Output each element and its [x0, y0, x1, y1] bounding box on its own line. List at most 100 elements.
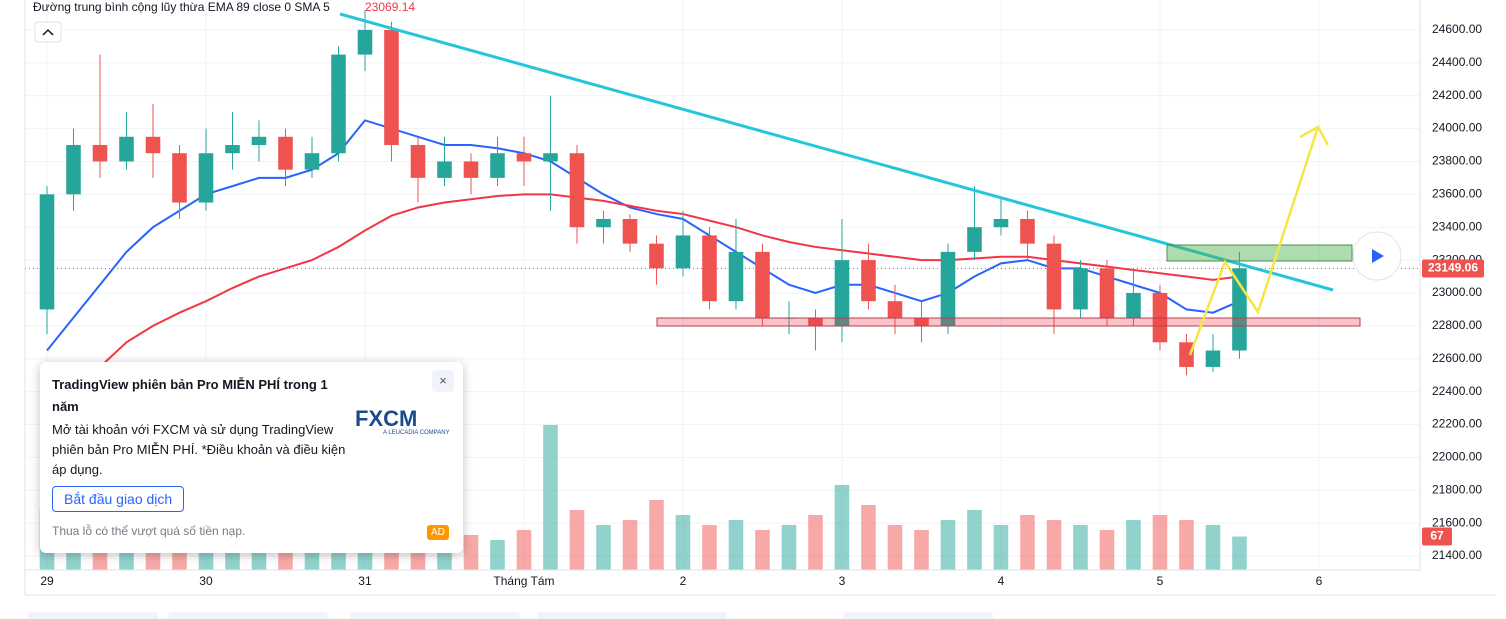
candle-body — [861, 260, 876, 302]
volume-bar — [1152, 515, 1168, 570]
candle-body — [198, 153, 214, 203]
volume-bar — [1073, 525, 1088, 570]
candle-body — [172, 153, 187, 203]
candle-body — [92, 145, 108, 162]
candle-body — [1046, 243, 1062, 310]
x-tick-label: 3 — [839, 574, 846, 588]
ma-line — [46, 119, 1240, 352]
candle-body — [410, 145, 426, 178]
candle-body — [967, 227, 982, 252]
ma-line — [46, 193, 1240, 418]
play-icon — [1372, 249, 1384, 263]
last-price-tag — [1422, 259, 1484, 278]
x-tick-label: 29 — [40, 574, 54, 588]
tab[interactable] — [28, 612, 158, 619]
volume-bar — [1205, 525, 1221, 570]
y-tick-label: 22200.00 — [1432, 417, 1482, 431]
y-tick-label: 22600.00 — [1432, 351, 1482, 365]
candle-body — [66, 145, 81, 195]
y-tick-label: 24400.00 — [1432, 55, 1482, 69]
tab[interactable] — [350, 612, 520, 619]
candle-body — [808, 317, 823, 326]
candle-body — [331, 54, 346, 154]
candle-body — [569, 153, 585, 228]
candle-body — [384, 29, 399, 146]
x-tick-label: 4 — [998, 574, 1005, 588]
candle-body — [1099, 268, 1115, 318]
candle-body — [940, 251, 956, 326]
candle-body — [490, 153, 505, 178]
volume-bar — [1099, 530, 1115, 570]
candle-body — [463, 161, 479, 178]
volume-bar — [914, 530, 929, 570]
candle-body — [437, 161, 452, 178]
ad-brand: FXCM — [355, 406, 418, 431]
volume-bar — [675, 515, 691, 570]
support-zone — [656, 317, 1361, 327]
candle-body — [649, 243, 664, 269]
candle-body — [543, 153, 558, 162]
volume-bar — [755, 530, 770, 570]
volume-bar — [861, 505, 876, 570]
candle-body — [887, 301, 903, 318]
volume-bar — [1046, 520, 1062, 570]
candle-body — [357, 29, 373, 55]
x-tick-label: 2 — [680, 574, 687, 588]
y-tick-label: 24600.00 — [1432, 22, 1482, 36]
y-tick-label: 24200.00 — [1432, 88, 1482, 102]
ad-disclaimer: Thua lỗ có thể vượt quá số tiền nạp. — [52, 524, 246, 538]
candle-body — [596, 218, 611, 228]
volume-bar — [649, 500, 664, 570]
tab[interactable] — [537, 612, 727, 619]
volume-bar — [622, 520, 638, 570]
candle-body — [251, 136, 267, 146]
projection-path — [1188, 126, 1320, 356]
candle-body — [1179, 342, 1194, 367]
x-tick-label: Tháng Tám — [493, 574, 554, 588]
candles — [39, 10, 1247, 376]
tab[interactable] — [843, 612, 993, 619]
volume-bar — [967, 510, 982, 570]
tab[interactable] — [168, 612, 328, 619]
candle-body — [304, 153, 320, 170]
ema-value: 23069.14 — [365, 0, 415, 14]
y-tick-label: 22800.00 — [1432, 318, 1482, 332]
candle-body — [516, 153, 532, 162]
y-tick-label: 23400.00 — [1432, 219, 1482, 233]
volume-bar — [1020, 515, 1035, 570]
candle-body — [1020, 218, 1035, 244]
ad-body: Mở tài khoản với FXCM và sử dụng Trading… — [52, 422, 346, 477]
ma-lines — [46, 119, 1240, 418]
axes: 21400.00 21600.00 21800.00 22000.00 22200.00… — [40, 22, 1484, 588]
volume-bar — [516, 530, 532, 570]
projection-arrow — [1299, 125, 1330, 146]
collapse-icon — [42, 28, 54, 36]
volume-bar — [543, 425, 558, 570]
candle-body — [145, 136, 161, 154]
x-tick-label: 6 — [1316, 574, 1323, 588]
last-price-label: 23149.06 — [1428, 261, 1478, 275]
volume-bar — [596, 525, 611, 570]
volume-bar — [702, 525, 717, 570]
volume-bar — [1232, 536, 1247, 570]
y-tick-label: 21400.00 — [1432, 548, 1482, 562]
candle-body — [622, 218, 638, 244]
volume-bar — [781, 525, 797, 570]
volume-bar — [940, 520, 956, 570]
volume-label: 67 — [1430, 529, 1444, 543]
ad-panel: TradingView phiên bản Pro MIỄN PHÍ trong… — [40, 362, 463, 553]
ad-title: TradingView phiên bản Pro MIỄN PHÍ trong… — [52, 377, 328, 414]
candle-body — [755, 251, 770, 318]
candle-body — [278, 136, 293, 170]
candle-body — [675, 235, 691, 269]
indicator-legend: Đường trung bình cộng lũy thừa EMA 89 cl… — [33, 0, 330, 14]
volume-bar — [1126, 520, 1141, 570]
y-tick-label: 23800.00 — [1432, 154, 1482, 168]
candle-body — [834, 260, 850, 326]
volume-tag — [1422, 527, 1452, 546]
candle-body — [1126, 292, 1141, 318]
ad-button[interactable]: Bắt đầu giao dịch — [52, 486, 185, 512]
y-tick-label: 23600.00 — [1432, 187, 1482, 201]
ad-close[interactable]: × — [432, 370, 454, 392]
collapse-button[interactable] — [34, 21, 62, 43]
